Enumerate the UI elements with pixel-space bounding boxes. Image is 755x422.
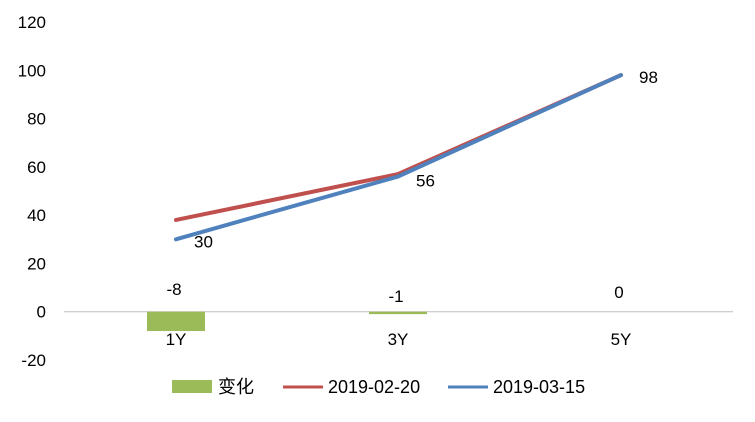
line-data-label: 56 [416,172,435,191]
series-line-2019-03-15 [174,73,623,242]
y-tick-label: 80 [27,110,46,129]
line-data-labels: 30 56 98 [194,68,658,251]
y-tick-label: -20 [21,351,46,370]
bar [369,311,427,315]
bar-data-label: -1 [388,287,403,306]
y-tick-label: 40 [27,206,46,225]
y-tick-label: 120 [18,13,46,32]
y-tick-label: 60 [27,158,46,177]
legend: 变化 2019-02-20 2019-03-15 [172,377,585,397]
x-category-label: 1Y [166,330,187,349]
bar-data-labels: -8 -1 0 [166,280,623,306]
legend-label: 2019-03-15 [493,377,585,397]
legend-label: 变化 [218,377,254,397]
legend-swatch-bar [172,380,212,393]
legend-label: 2019-02-20 [328,377,420,397]
series-line-2019-02-20 [174,73,623,222]
y-axis-ticks: 120 100 80 60 40 20 0 -20 [18,13,46,370]
plot-area [64,73,733,332]
line-data-label: 30 [194,232,213,251]
bar-data-label: -8 [166,280,181,299]
y-tick-label: 0 [37,303,46,322]
x-category-label: 3Y [388,330,409,349]
y-tick-label: 20 [27,254,46,273]
bar [147,311,205,332]
x-axis-categories: 1Y 3Y 5Y [166,330,632,349]
x-category-label: 5Y [611,330,632,349]
y-tick-label: 100 [18,61,46,80]
bar-data-label: 0 [614,283,623,302]
line-data-label: 98 [639,68,658,87]
